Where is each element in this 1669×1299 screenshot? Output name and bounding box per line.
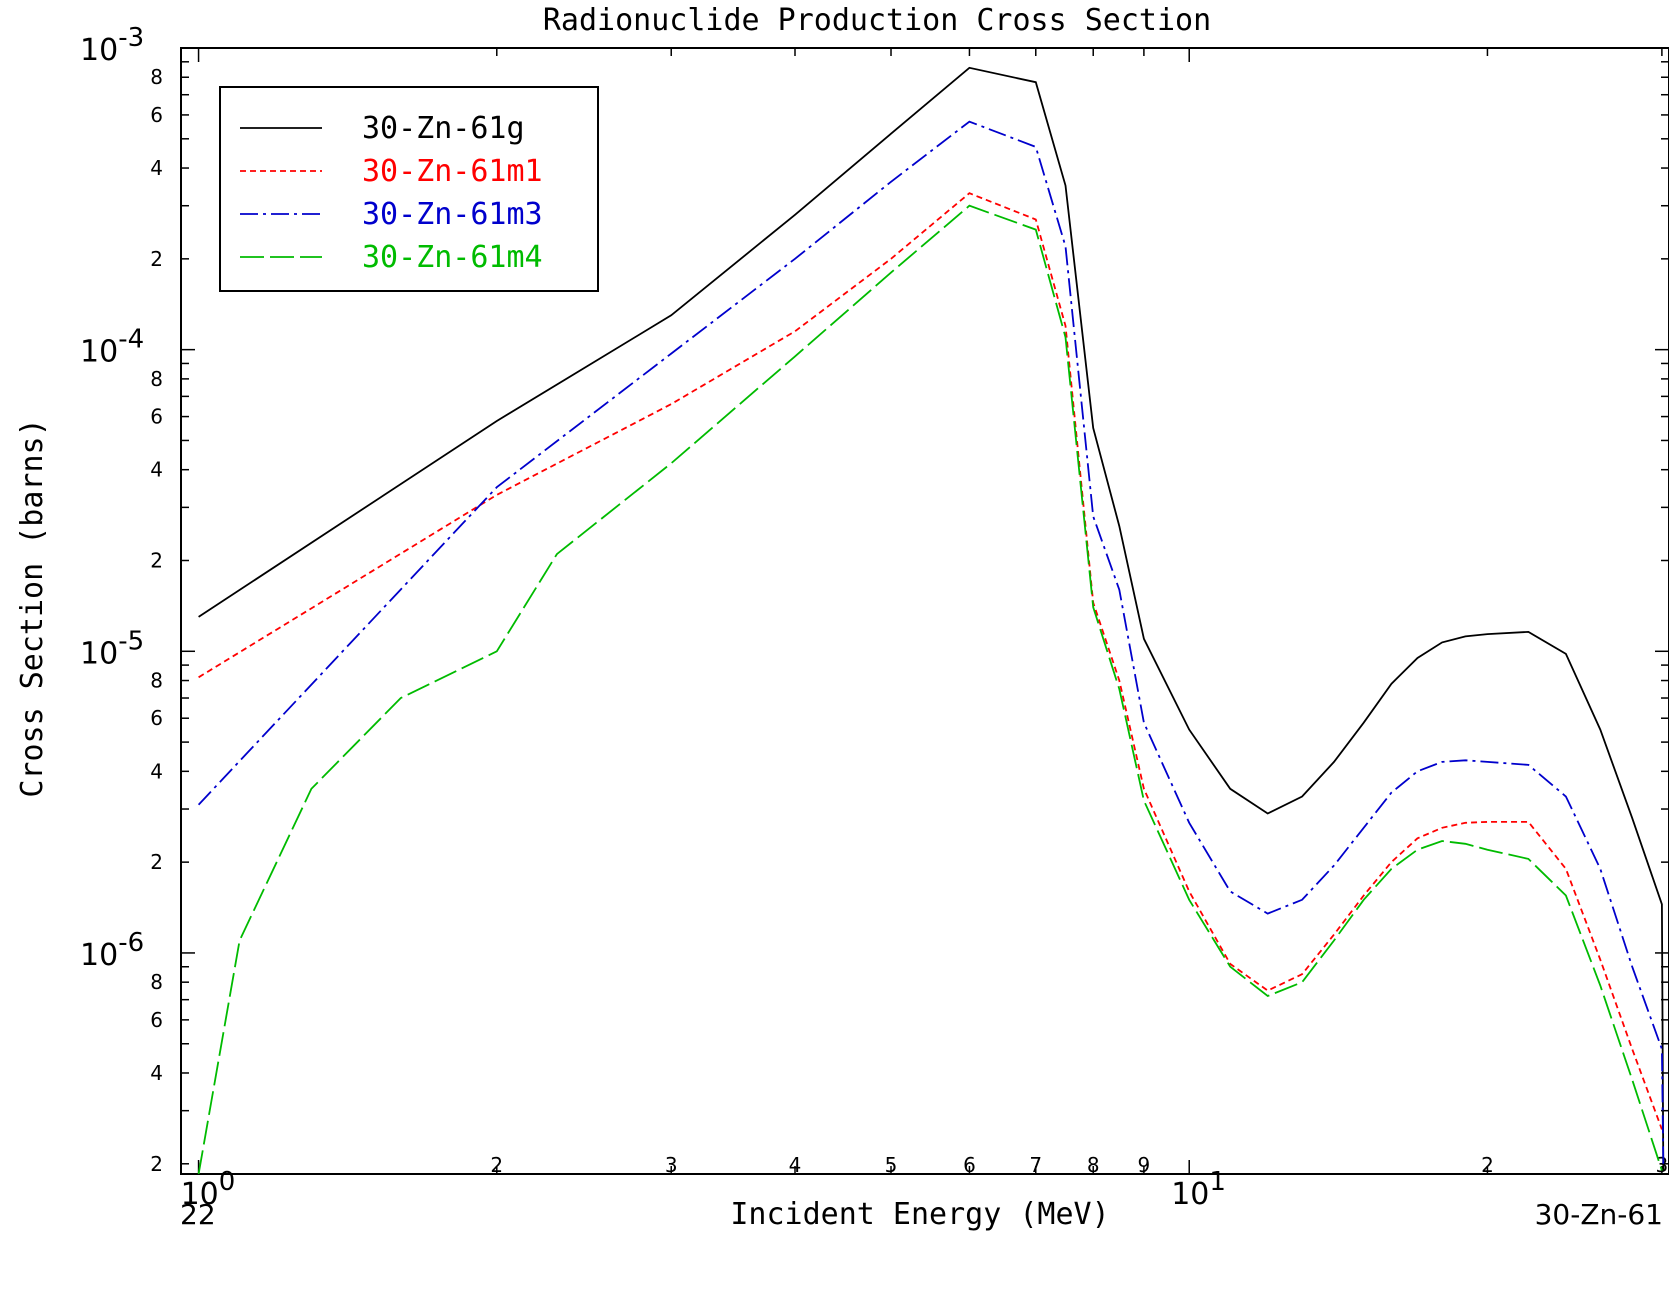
y-tick-label: 4 [150, 759, 163, 783]
y-tick-label: 6 [150, 405, 163, 429]
bottom-right-label: 30-Zn-61 [1535, 1198, 1663, 1231]
y-tick-label: 2 [150, 1152, 163, 1176]
y-decade-label: 10-3 [80, 23, 144, 68]
x-tick-label: 8 [1087, 1153, 1100, 1177]
y-tick-label: 6 [150, 103, 163, 127]
x-decade-label: 100 [181, 1167, 236, 1212]
y-tick-label: 4 [150, 458, 163, 482]
y-decade-label: 10-4 [80, 325, 144, 370]
y-axis-label: Cross Section (barns) [15, 418, 50, 797]
x-tick-label: 5 [885, 1153, 898, 1177]
x-tick-label: 6 [963, 1153, 976, 1177]
legend-label-4: 30-Zn-61m4 [362, 240, 543, 275]
series-layer [197, 66, 1665, 1174]
legend-label-2: 30-Zn-61m1 [362, 154, 543, 189]
series-line-2 [198, 192, 1663, 1130]
x-tick-label: 9 [1138, 1153, 1151, 1177]
legend-label-3: 30-Zn-61m3 [362, 197, 543, 232]
x-tick-label: 7 [1029, 1153, 1042, 1177]
y-tick-label: 8 [150, 669, 163, 693]
legend: 30-Zn-61g 30-Zn-61m1 30-Zn-61m3 30-Zn-61m4 [219, 86, 599, 292]
y-tick-label: 2 [150, 850, 163, 874]
x-tick-label: 2 [490, 1153, 503, 1177]
plot-area-frame [180, 47, 1669, 1175]
y-tick-label: 2 [150, 247, 163, 271]
x-tick-label: 2 [1481, 1153, 1494, 1177]
y-decade-label: 10-6 [80, 928, 144, 973]
y-tick-label: 8 [150, 65, 163, 89]
y-tick-label: 4 [150, 1061, 163, 1085]
y-tick-label: 6 [150, 1008, 163, 1032]
y-tick-label: 8 [150, 367, 163, 391]
legend-label-1: 30-Zn-61g [362, 111, 525, 146]
y-tick-label: 4 [150, 156, 163, 180]
x-tick-label: 4 [789, 1153, 802, 1177]
series-line-3 [197, 120, 1665, 1164]
y-tick-label: 2 [150, 548, 163, 572]
x-decade-label: 101 [1171, 1167, 1226, 1212]
series-line-4 [197, 204, 1663, 1174]
y-tick-label: 8 [150, 970, 163, 994]
series-line-1 [198, 66, 1665, 1171]
y-decade-label: 10-5 [80, 626, 144, 671]
bottom-left-label: 22 [180, 1198, 216, 1231]
x-tick-label: 3 [665, 1153, 678, 1177]
x-axis-label: Incident Energy (MeV) [730, 1197, 1109, 1232]
chart-title: Radionuclide Production Cross Section [543, 3, 1211, 38]
y-tick-label: 6 [150, 706, 163, 730]
